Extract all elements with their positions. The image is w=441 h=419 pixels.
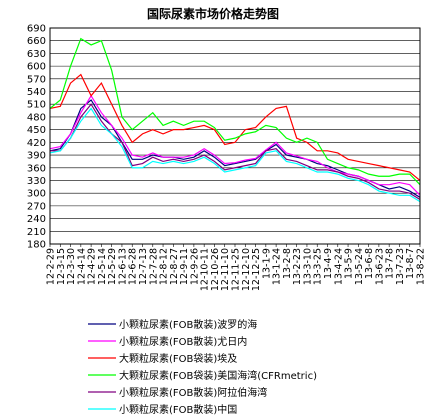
y-tick-label: 660 [27,36,46,47]
x-tick-label: 12-8-27 [169,248,180,285]
x-tick-label: 13-8-22 [416,248,427,285]
x-tick-label: 12-12-25 [251,248,262,291]
x-tick-label: 12-9-26 [189,248,200,285]
y-tick-label: 330 [27,176,46,187]
x-tick-label: 13-2-23 [292,248,303,285]
y-tick-label: 630 [27,49,46,60]
x-tick-label: 12-4-14 [76,248,87,285]
x-tick-label: 13-5-9 [344,248,355,279]
x-tick-label: 12-12-10 [241,248,252,291]
y-tick-label: 420 [27,138,46,149]
x-tick-label: 13-6-8 [364,248,375,279]
x-tick-label: 13-7-23 [395,248,406,285]
series-line [49,37,421,186]
legend-label: 小颗粒尿素(FOB散装)波罗的海 [119,318,257,331]
x-tick-label: 13-2-8 [282,248,293,279]
x-tick-label: 13-8-7 [405,248,416,279]
x-tick-label: 12-7-13 [138,248,149,285]
x-tick-label: 12-2-29 [46,248,57,285]
y-tick-label: 270 [27,201,46,212]
x-axis: 12-2-29 12-3-15 12-3-30 12-4-14 12-4-29 12-5-… [46,244,427,291]
x-tick-label: 12-4-29 [87,248,98,285]
y-axis: 1802102402703003303603904204504805105405… [27,24,46,251]
x-tick-label: 12-3-30 [66,248,77,285]
x-tick-label: 12-5-29 [107,248,118,285]
x-tick-label: 12-6-28 [128,248,139,285]
x-tick-label: 13-1-24 [272,248,283,285]
y-tick-label: 600 [27,62,46,73]
x-tick-label: 13-3-25 [313,248,324,285]
series-line [49,107,421,203]
legend-label: 大颗粒尿素(FOB袋装)埃及 [119,352,237,365]
x-tick-label: 13-5-24 [354,248,365,285]
x-tick-label: 13-3-10 [302,248,313,285]
x-tick-label: 12-7-28 [148,248,159,285]
y-tick-label: 480 [27,112,46,123]
chart-title: 国际尿素市场价格走势图 [147,6,279,21]
series-line [49,94,421,196]
x-tick-label: 12-11-10 [220,248,231,291]
x-tick-label: 13-1-9 [261,248,272,279]
legend: 小颗粒尿素(FOB散装)波罗的海小颗粒尿素(FOB散装)尤日内大颗粒尿素(FOB… [88,318,317,416]
y-tick-label: 510 [27,100,46,111]
x-tick-label: 12-10-11 [200,248,211,291]
y-tick-label: 240 [27,214,46,225]
x-tick-label: 12-8-12 [159,248,170,285]
y-tick-label: 390 [27,151,46,162]
y-tick-label: 180 [27,240,46,251]
series-lines [49,37,421,203]
series-line [49,73,421,181]
x-tick-label: 13-4-9 [323,248,334,279]
x-tick-label: 13-4-24 [333,248,344,285]
legend-label: 小颗粒尿素(FOB散装)阿拉伯海湾 [119,386,267,399]
x-tick-label: 12-5-14 [97,248,108,285]
x-tick-label: 12-3-15 [56,248,67,285]
y-tick-label: 690 [27,24,46,35]
y-tick-label: 210 [27,227,46,238]
y-tick-label: 540 [27,87,46,98]
y-tick-label: 570 [27,74,46,85]
x-tick-label: 12-10-26 [210,248,221,291]
grid-lines [50,27,420,245]
y-tick-label: 450 [27,125,46,136]
x-tick-label: 13-6-23 [374,248,385,285]
legend-label: 小颗粒尿素(FOB散装)中国 [119,403,237,416]
y-tick-label: 360 [27,163,46,174]
plot-area-frame [49,27,421,245]
legend-label: 大颗粒尿素(FOB袋装)美国海湾(CFRmetric) [119,369,317,382]
x-tick-label: 12-9-11 [179,248,190,285]
x-tick-label: 12-6-13 [117,248,128,285]
y-tick-label: 300 [27,189,46,200]
x-tick-label: 13-7-8 [385,248,396,279]
legend-label: 小颗粒尿素(FOB散装)尤日内 [119,335,247,348]
x-tick-label: 12-11-25 [231,248,242,291]
